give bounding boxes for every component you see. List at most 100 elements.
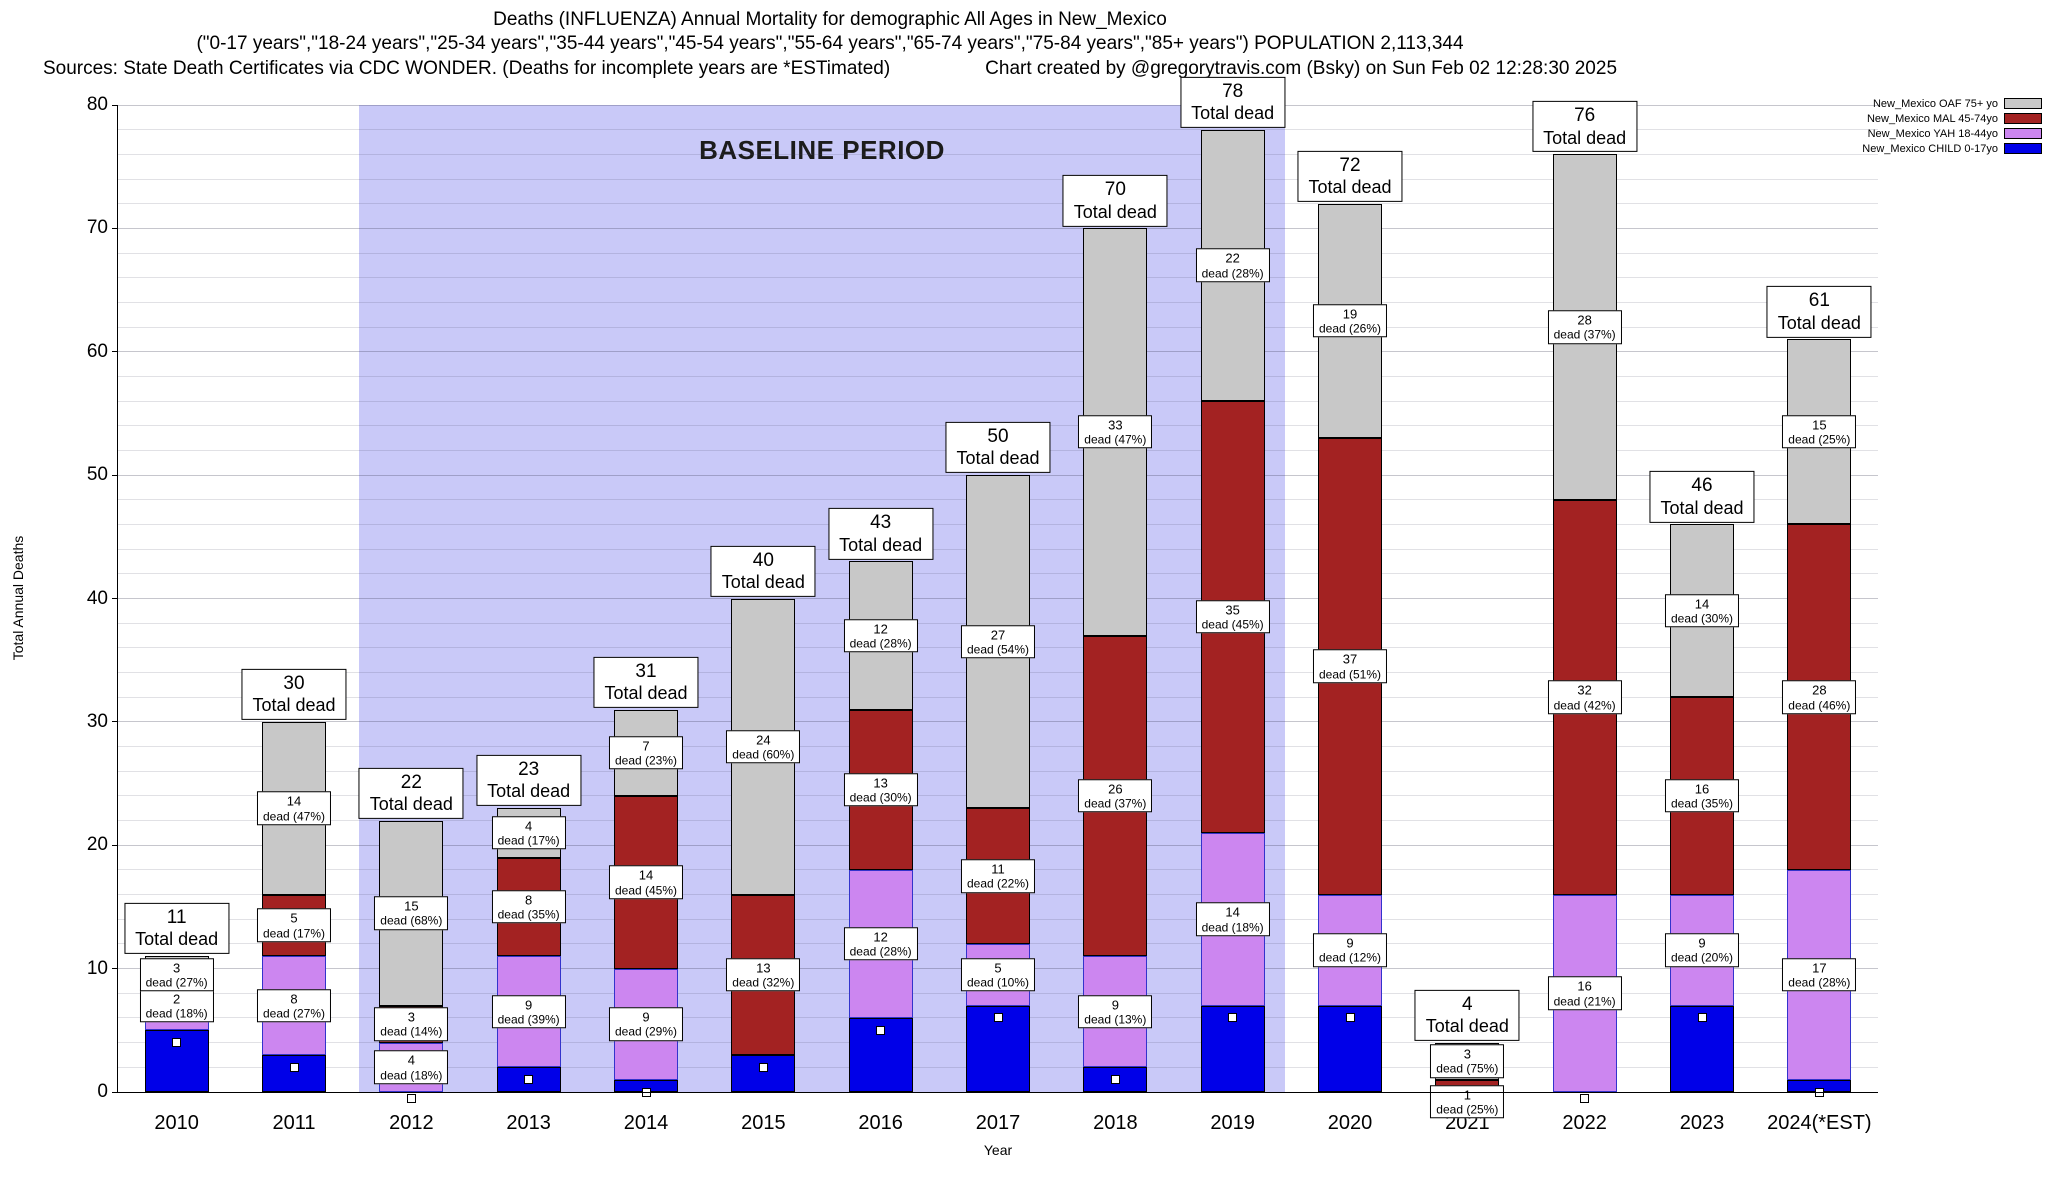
credit-note: Chart created by @gregorytravis.com (Bsk…	[985, 57, 1618, 79]
segment-label-pct: dead (28%)	[1201, 265, 1264, 280]
ytick-label-10: 10	[86, 957, 108, 979]
segment-label-value: 16	[1577, 978, 1592, 994]
total-label-2015: 40 Total dead	[710, 545, 816, 597]
legend-swatch-yah	[2004, 128, 2042, 139]
segment-label-value: 16	[1694, 781, 1710, 797]
year-label-2022: 2022	[1562, 1112, 1607, 1134]
segment-label-pct: dead (47%)	[262, 808, 326, 823]
segment-label-oaf-2019: 22 dead (28%)	[1195, 248, 1270, 283]
segment-label-pct: dead (18%)	[1201, 919, 1264, 934]
gridline-minor	[118, 178, 1878, 180]
segment-label-value: 37	[1342, 651, 1358, 667]
total-label-suffix: Total dead	[1777, 312, 1861, 333]
segment-label-mal-2022: 32 dead (42%)	[1547, 680, 1622, 714]
child-marker-2017	[993, 1013, 1003, 1023]
segment-label-value: 12	[873, 620, 888, 636]
bar-segment-child-2011	[262, 1054, 326, 1092]
child-marker-2013	[524, 1075, 534, 1085]
year-label-2023: 2023	[1679, 1112, 1725, 1134]
segment-label-value: 22	[1225, 250, 1240, 266]
legend-item-oaf: New_Mexico OAF 75+ yo	[1862, 96, 2042, 111]
total-label-2019: 78 Total dead	[1180, 76, 1286, 128]
total-label-suffix: Total dead	[252, 694, 336, 715]
year-label-2014: 2014	[623, 1112, 669, 1134]
segment-label-yah-2020: 9 dead (12%)	[1312, 933, 1388, 967]
segment-label-oaf-2017: 27 dead (54%)	[960, 624, 1036, 659]
segment-label-value: 32	[1577, 682, 1592, 698]
total-label-2014: 31 Total dead	[593, 656, 699, 708]
segment-label-pct: dead (25%)	[1788, 432, 1851, 447]
ytick-label-60: 60	[86, 340, 108, 362]
segment-label-yah-2024(*EST): 17 dead (28%)	[1782, 958, 1857, 992]
segment-label-pct: dead (37%)	[1084, 796, 1147, 811]
segment-label-value: 14	[286, 793, 302, 809]
total-label-suffix: Total dead	[604, 682, 688, 703]
total-label-suffix: Total dead	[135, 929, 219, 950]
ytick-mark-10	[112, 968, 118, 970]
gridline-minor	[118, 203, 1878, 205]
segment-label-yah-2012: 4 dead (18%)	[374, 1050, 449, 1085]
segment-label-value: 9	[642, 1009, 650, 1025]
segment-label-yah-2019: 14 dead (18%)	[1195, 902, 1270, 937]
total-label-suffix: Total dead	[1425, 1015, 1509, 1036]
segment-label-mal-2010: 2 dead (18%)	[139, 988, 214, 1023]
gridline-minor	[118, 301, 1878, 303]
segment-label-oaf-2016: 12 dead (28%)	[843, 618, 918, 653]
segment-label-pct: dead (35%)	[1670, 796, 1734, 811]
segment-label-value: 4	[407, 1052, 415, 1068]
segment-label-pct: dead (27%)	[145, 975, 208, 990]
segment-label-value: 24	[756, 731, 771, 747]
segment-label-yah-2023: 9 dead (20%)	[1664, 933, 1740, 967]
total-label-value: 30	[283, 672, 305, 694]
segment-label-oaf-2011: 14 dead (47%)	[256, 791, 332, 825]
segment-label-pct: dead (30%)	[849, 790, 912, 805]
segment-label-pct: dead (35%)	[497, 907, 560, 922]
segment-label-pct: dead (54%)	[966, 642, 1030, 657]
ytick-mark-80	[112, 104, 118, 106]
legend-item-child: New_Mexico CHILD 0-17yo	[1862, 141, 2042, 156]
chart-subtitle-demographics: ("0-17 years","18-24 years","25-34 years…	[196, 33, 1464, 55]
segment-label-mal-2019: 35 dead (45%)	[1195, 600, 1270, 634]
segment-label-value: 28	[1812, 682, 1827, 698]
total-label-2010: 11 Total dead	[124, 903, 230, 955]
total-label-2012: 22 Total dead	[358, 767, 464, 819]
ytick-mark-70	[112, 227, 118, 229]
total-label-value: 11	[166, 907, 187, 929]
segment-label-value: 2	[173, 990, 181, 1006]
segment-label-value: 33	[1108, 417, 1123, 433]
total-label-2022: 76 Total dead	[1532, 101, 1638, 153]
segment-label-yah-2014: 9 dead (29%)	[608, 1007, 684, 1041]
legend-label-oaf: New_Mexico OAF 75+ yo	[1872, 97, 1998, 110]
bar-segment-child-2017	[966, 1005, 1030, 1092]
child-marker-2020	[1345, 1013, 1355, 1023]
segment-label-value: 12	[873, 929, 888, 945]
segment-label-oaf-2015: 24 dead (60%)	[726, 729, 801, 764]
segment-label-value: 5	[994, 960, 1002, 976]
total-label-value: 78	[1222, 80, 1244, 102]
gridline-minor	[118, 153, 1878, 155]
total-label-value: 72	[1339, 154, 1361, 176]
segment-label-oaf-2010: 3 dead (27%)	[139, 958, 214, 992]
year-label-2016: 2016	[858, 1112, 903, 1134]
segment-label-pct: dead (45%)	[614, 882, 678, 897]
total-label-value: 23	[518, 759, 540, 781]
segment-label-mal-2014: 14 dead (45%)	[608, 865, 684, 899]
segment-label-pct: dead (17%)	[497, 833, 560, 848]
segment-label-mal-2016: 13 dead (30%)	[843, 772, 918, 807]
segment-label-pct: dead (22%)	[966, 876, 1030, 891]
segment-label-yah-2013: 9 dead (39%)	[491, 995, 566, 1029]
total-label-value: 50	[987, 426, 1009, 447]
bar-segment-child-2018	[1083, 1067, 1148, 1092]
child-marker-2010	[172, 1038, 182, 1048]
year-label-2024(*EST): 2024(*EST)	[1767, 1112, 1872, 1134]
gridline-minor	[118, 252, 1878, 254]
child-marker-2019	[1228, 1013, 1238, 1023]
segment-label-oaf-2021: 3 dead (75%)	[1430, 1044, 1505, 1078]
segment-label-value: 15	[404, 898, 419, 914]
year-label-2013: 2013	[506, 1112, 551, 1134]
segment-label-mal-2018: 26 dead (37%)	[1078, 779, 1153, 813]
segment-label-yah-2016: 12 dead (28%)	[843, 927, 918, 961]
segment-label-pct: dead (60%)	[732, 747, 795, 762]
total-label-value: 22	[400, 771, 422, 793]
